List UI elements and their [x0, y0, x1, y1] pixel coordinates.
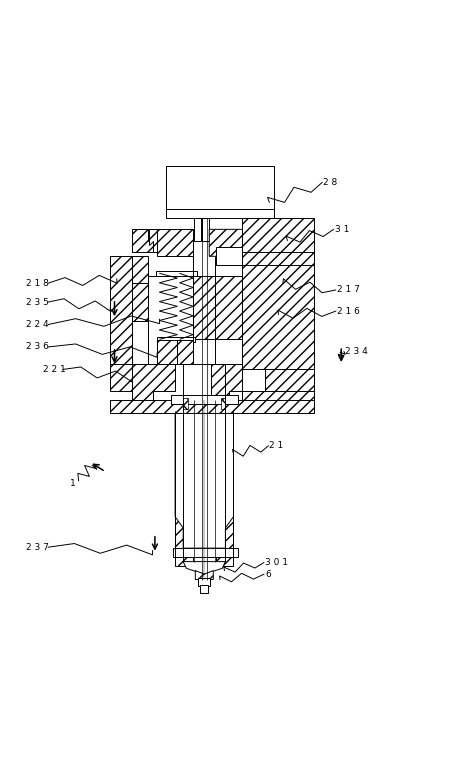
- Polygon shape: [225, 413, 233, 562]
- Bar: [200, 585, 208, 593]
- Text: 2 1 8: 2 1 8: [26, 279, 49, 288]
- Text: 2 2 1: 2 2 1: [43, 365, 66, 374]
- Polygon shape: [177, 340, 193, 364]
- Polygon shape: [132, 322, 148, 364]
- Text: 2 3 5: 2 3 5: [26, 297, 49, 306]
- Polygon shape: [110, 256, 132, 364]
- Polygon shape: [242, 218, 314, 265]
- Polygon shape: [195, 571, 213, 580]
- Polygon shape: [175, 555, 193, 566]
- Bar: [148, 277, 242, 364]
- Text: 1: 1: [70, 478, 75, 487]
- Polygon shape: [149, 229, 157, 252]
- Polygon shape: [132, 283, 148, 322]
- Polygon shape: [132, 229, 153, 252]
- Bar: [183, 398, 188, 409]
- Text: 2 3 4: 2 3 4: [345, 347, 368, 356]
- Polygon shape: [233, 252, 314, 265]
- Bar: [216, 248, 242, 265]
- Text: 2 3 6: 2 3 6: [26, 342, 49, 351]
- Text: 2 2 4: 2 2 4: [26, 320, 48, 329]
- Text: 2 1 7: 2 1 7: [337, 286, 360, 294]
- Polygon shape: [216, 555, 233, 566]
- Polygon shape: [110, 400, 314, 413]
- Polygon shape: [242, 265, 314, 368]
- Text: 2 1 6: 2 1 6: [337, 306, 360, 316]
- Polygon shape: [242, 391, 314, 413]
- Polygon shape: [173, 548, 238, 557]
- Text: 2 1: 2 1: [269, 442, 284, 450]
- Polygon shape: [157, 229, 193, 256]
- Bar: [166, 167, 274, 218]
- Polygon shape: [175, 413, 233, 548]
- Polygon shape: [265, 368, 314, 391]
- Polygon shape: [183, 562, 225, 575]
- Bar: [194, 218, 201, 241]
- Text: 2 3 7: 2 3 7: [26, 542, 49, 552]
- Bar: [156, 271, 197, 277]
- Bar: [221, 398, 225, 409]
- Bar: [157, 272, 195, 277]
- Polygon shape: [209, 229, 242, 256]
- Polygon shape: [211, 364, 242, 400]
- Polygon shape: [157, 340, 177, 364]
- Polygon shape: [193, 277, 242, 339]
- Polygon shape: [110, 364, 132, 391]
- Polygon shape: [132, 364, 175, 400]
- Polygon shape: [132, 256, 148, 283]
- Polygon shape: [132, 283, 148, 322]
- Text: 6: 6: [265, 570, 271, 578]
- Polygon shape: [171, 396, 238, 404]
- Text: 3 0 1: 3 0 1: [265, 558, 288, 567]
- Text: 3 1: 3 1: [335, 225, 349, 234]
- Bar: [198, 578, 210, 586]
- Text: 2 8: 2 8: [323, 178, 338, 186]
- Polygon shape: [175, 413, 183, 562]
- Bar: [202, 218, 209, 241]
- Bar: [157, 337, 195, 342]
